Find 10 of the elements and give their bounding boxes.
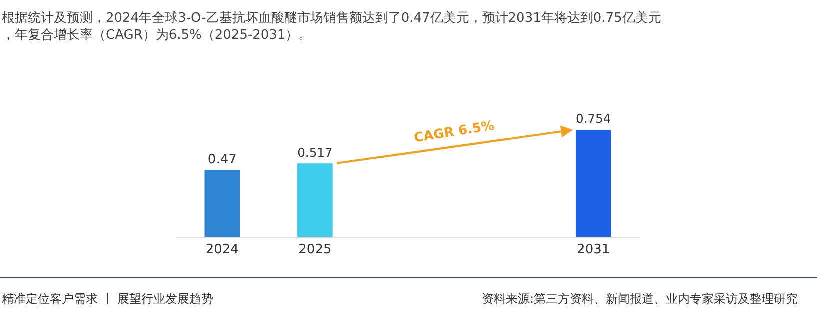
text: 资料来源:第三方资料、新闻报道、业内专家采访及整理研究 xyxy=(482,292,798,306)
x-tick-label: 2025 xyxy=(298,242,332,258)
x-tick-label: 2024 xyxy=(206,242,239,258)
chart-title: 根据统计及预测，2024年全球3-O-乙基抗坏血酸醚市场销售额达到了0.47亿美元，预计2031年将达到0.75亿美元，年复合增长率（CAGR）为6.5%（2025-2031）。 xyxy=(2,10,662,43)
x-tick-label: 2031 xyxy=(577,242,610,258)
data-label: 0.754 xyxy=(576,112,612,126)
data-label: 0.47 xyxy=(208,152,237,168)
data-label: 0.517 xyxy=(298,146,333,160)
annotation: CAGR 6.5% xyxy=(413,118,496,146)
text: 精准定位客户需求 丨 展望行业发展趋势 xyxy=(2,292,214,306)
